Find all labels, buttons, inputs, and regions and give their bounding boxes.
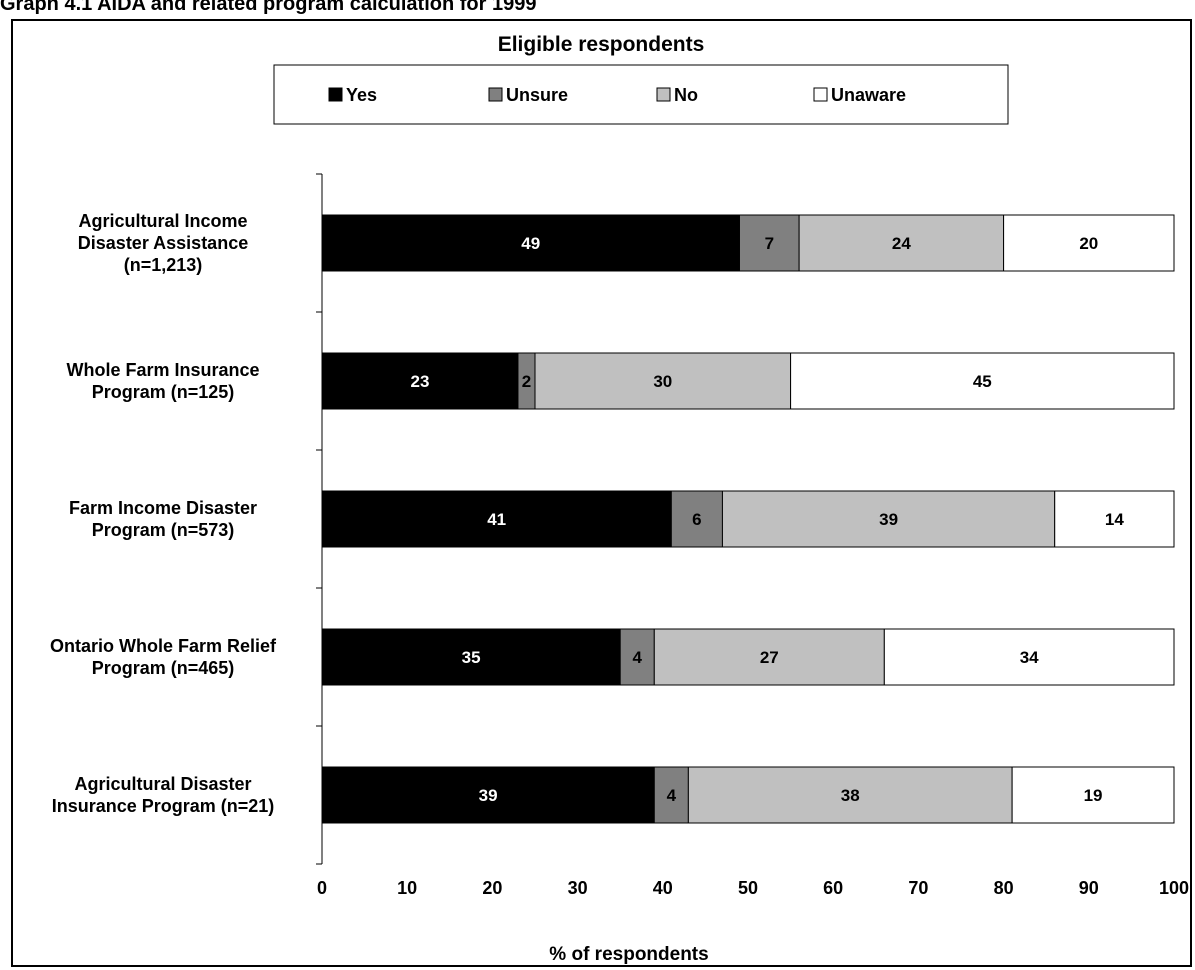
legend-label-unsure: Unsure — [506, 85, 568, 105]
x-axis-title: % of respondents — [549, 944, 708, 965]
legend-swatch-yes — [328, 87, 343, 102]
bar-label: 35 — [462, 648, 481, 667]
bar-label: 7 — [765, 234, 774, 253]
bar-unaware — [883, 628, 1175, 686]
bar-label: 27 — [760, 648, 779, 667]
bar-label: 14 — [1105, 510, 1124, 529]
bar-label: 41 — [487, 510, 506, 529]
category-label: Disaster Assistance — [78, 233, 248, 253]
chart-frame: Eligible respondents Yes Unsure No Unaware 49… — [11, 19, 1192, 967]
legend-label-no: No — [674, 85, 698, 105]
x-tick-label: 100 — [1159, 878, 1189, 898]
bar-unsure — [619, 628, 655, 686]
x-tick-label: 0 — [317, 878, 327, 898]
bar-no — [798, 214, 1005, 272]
x-tick-label: 80 — [994, 878, 1014, 898]
bar-label: 2 — [522, 372, 531, 391]
category-label: Farm Income Disaster — [69, 498, 257, 518]
graph-title: Graph 4.1 AIDA and related program calcu… — [0, 0, 537, 15]
category-label: (n=1,213) — [124, 255, 203, 275]
bar-unaware — [1003, 214, 1175, 272]
legend-label-yes: Yes — [346, 85, 377, 105]
bar-label: 39 — [879, 510, 898, 529]
x-tick-label: 60 — [823, 878, 843, 898]
category-label: Ontario Whole Farm Relief — [50, 636, 277, 656]
bar-no — [687, 766, 1013, 824]
x-tick-label: 70 — [908, 878, 928, 898]
bar-yes — [321, 766, 655, 824]
bar-unaware — [790, 352, 1175, 410]
x-tick-label: 40 — [653, 878, 673, 898]
bar-no — [721, 490, 1056, 548]
bar-label: 6 — [692, 510, 701, 529]
category-label: Program (n=573) — [92, 520, 235, 540]
bar-yes — [321, 352, 519, 410]
legend-swatch-no — [656, 87, 671, 102]
bar-label: 45 — [973, 372, 992, 391]
bar-yes — [321, 214, 740, 272]
category-label: Program (n=465) — [92, 658, 235, 678]
bar-no — [534, 352, 792, 410]
bar-label: 30 — [653, 372, 672, 391]
bar-label: 4 — [633, 648, 643, 667]
bar-unsure — [653, 766, 689, 824]
bar-label: 19 — [1084, 786, 1103, 805]
bar-label: 38 — [841, 786, 860, 805]
legend-swatch-unaware — [813, 87, 828, 102]
category-label: Agricultural Income — [78, 211, 247, 231]
bar-label: 34 — [1020, 648, 1039, 667]
legend-swatch-unsure — [488, 87, 503, 102]
x-tick-label: 90 — [1079, 878, 1099, 898]
bar-unsure — [738, 214, 800, 272]
x-tick-label: 30 — [568, 878, 588, 898]
bar-yes — [321, 628, 621, 686]
legend-box — [273, 64, 1009, 125]
x-tick-label: 10 — [397, 878, 417, 898]
category-label: Insurance Program (n=21) — [52, 796, 275, 816]
bar-label: 4 — [667, 786, 677, 805]
bar-no — [653, 628, 885, 686]
bar-unaware — [1011, 766, 1175, 824]
category-label: Agricultural Disaster — [74, 774, 251, 794]
bar-unaware — [1054, 490, 1175, 548]
bar-label: 49 — [521, 234, 540, 253]
category-label: Whole Farm Insurance — [66, 360, 259, 380]
legend-label-unaware: Unaware — [831, 85, 906, 105]
category-label: Program (n=125) — [92, 382, 235, 402]
bar-yes — [321, 490, 672, 548]
bar-unsure — [670, 490, 723, 548]
bar-label: 23 — [411, 372, 430, 391]
x-tick-label: 20 — [482, 878, 502, 898]
bar-label: 39 — [479, 786, 498, 805]
bar-label: 20 — [1079, 234, 1098, 253]
chart-title: Eligible respondents — [498, 33, 705, 56]
x-tick-label: 50 — [738, 878, 758, 898]
bar-label: 24 — [892, 234, 911, 253]
